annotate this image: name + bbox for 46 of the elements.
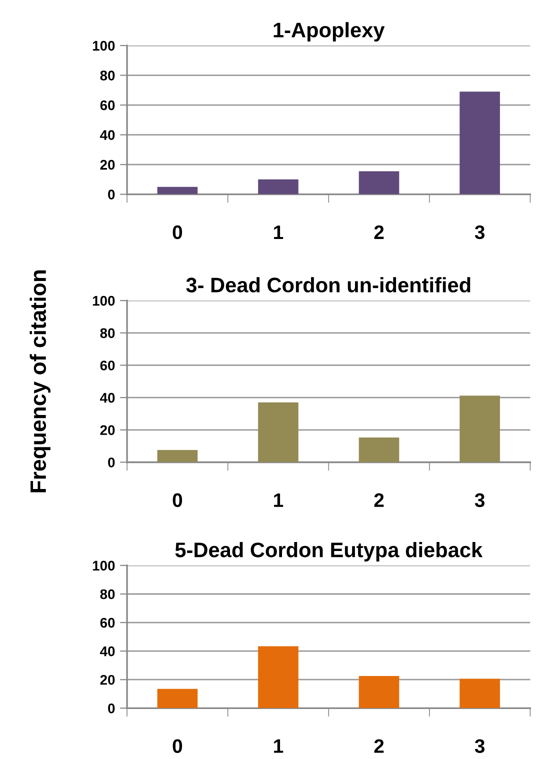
x-tick-label: 0 (172, 493, 182, 508)
bar (157, 450, 198, 462)
bar (358, 437, 400, 462)
y-tick-label: 80 (100, 328, 115, 338)
chart-title: 3- Dead Cordon un-identified (186, 277, 470, 292)
bar (258, 402, 298, 462)
y-tick-label: 60 (100, 618, 115, 628)
y-tick-label: 100 (92, 40, 115, 51)
y-tick-label: 100 (92, 296, 115, 306)
y-tick-label: 0 (108, 458, 115, 468)
y-tick-label: 40 (100, 392, 115, 403)
x-tick-label: 0 (172, 225, 182, 240)
bar (460, 396, 500, 462)
x-tick-label: 2 (374, 493, 384, 507)
y-tick-label: 0 (108, 190, 115, 200)
x-tick-label: 0 (172, 739, 182, 753)
y-axis-title: Frequency of citation (30, 270, 50, 492)
x-tick-label: 2 (374, 225, 384, 239)
bar (157, 186, 198, 194)
x-tick-label: 3 (474, 739, 485, 754)
y-tick-label: 40 (100, 646, 115, 656)
x-tick-label: 1 (274, 739, 284, 753)
x-tick-label: 1 (274, 226, 284, 239)
chart-title: 5-Dead Cordon Eutypa dieback (175, 542, 483, 562)
y-tick-label: 20 (100, 425, 115, 436)
y-tick-label: 60 (100, 100, 115, 110)
bar (358, 676, 400, 708)
bar (460, 678, 500, 708)
y-tick-label: 0 (108, 703, 115, 714)
chart-title: 1-Apoplexy (274, 22, 385, 42)
x-tick-label: 1 (274, 494, 284, 507)
y-tick-label: 20 (100, 160, 115, 170)
x-tick-label: 3 (474, 493, 485, 508)
bar (358, 171, 400, 194)
y-tick-label: 40 (100, 130, 115, 140)
x-tick-label: 3 (474, 225, 485, 240)
x-tick-label: 2 (374, 739, 384, 753)
y-tick-label: 20 (100, 674, 115, 685)
bar (258, 646, 298, 708)
y-tick-label: 80 (100, 70, 115, 80)
y-tick-label: 60 (100, 360, 115, 370)
bar (258, 179, 298, 194)
bar (157, 688, 198, 708)
y-tick-label: 80 (100, 589, 115, 600)
y-tick-label: 100 (92, 560, 115, 571)
bar (460, 92, 500, 194)
